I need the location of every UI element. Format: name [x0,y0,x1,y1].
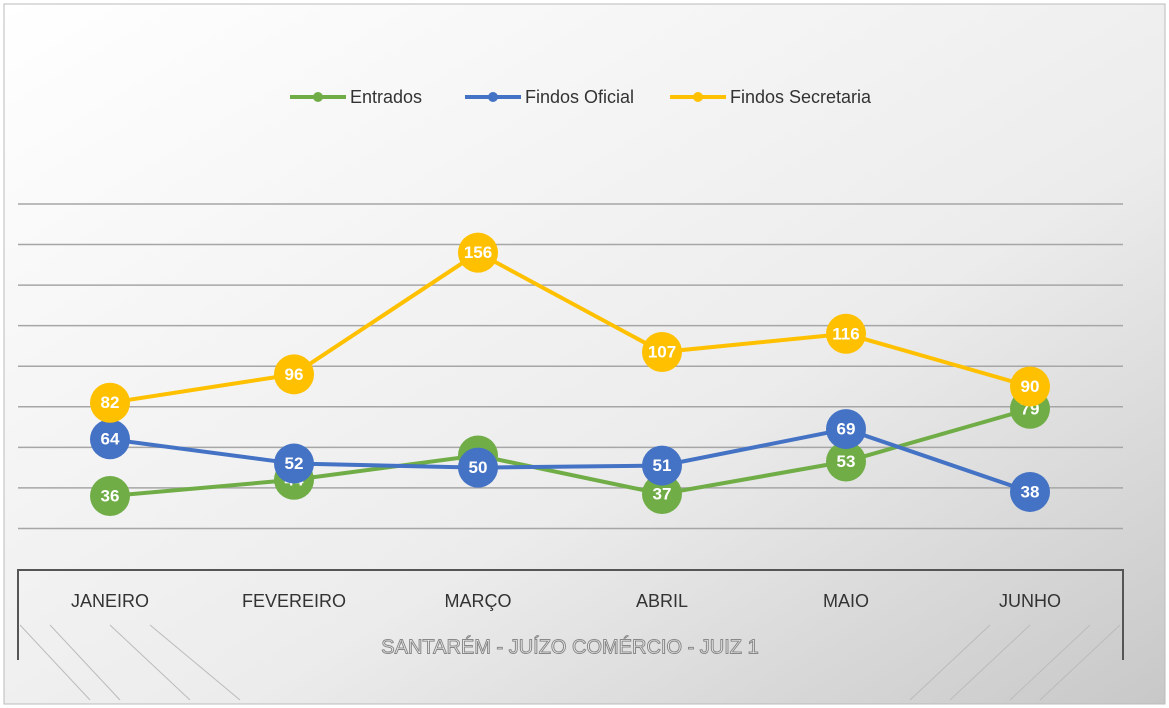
marker [1010,471,1050,512]
data-label: 36 [101,486,120,505]
data-label: 37 [653,484,672,503]
legend-marker [313,92,323,102]
x-tick-label: JANEIRO [71,591,149,611]
legend-marker [693,92,703,102]
marker [90,476,130,516]
data-label: 38 [1021,482,1040,501]
data-label: 96 [285,365,304,384]
marker [642,332,682,373]
marker [642,445,682,486]
marker [274,443,314,484]
x-tick-label: JUNHO [999,591,1061,611]
legend-label: Findos Secretaria [730,87,872,107]
marker [826,409,866,450]
data-label: 69 [837,420,856,439]
data-label: 53 [837,452,856,471]
data-label: 82 [101,393,120,412]
series-line [109,250,1031,405]
marker [90,382,130,423]
data-label: 51 [653,456,672,475]
legend-label: Entrados [350,87,422,107]
data-label: 90 [1021,377,1040,396]
legend-marker [488,92,498,102]
marker [90,419,130,460]
x-tick-label: ABRIL [636,591,688,611]
data-label: 107 [648,343,676,362]
marker [826,313,866,354]
series-line [109,427,1031,494]
marker [458,447,498,488]
data-label: 50 [469,458,488,477]
data-label: 116 [832,324,859,343]
x-tick-label: MAIO [823,591,869,611]
marker [1010,366,1050,407]
marker [826,441,866,482]
data-label: 64 [101,430,120,449]
data-label: 156 [464,243,492,262]
legend-label: Findos Oficial [525,87,634,107]
data-label: 52 [285,454,304,473]
background [3,3,1166,705]
marker [458,232,498,273]
marker [274,354,314,395]
marker [642,473,682,514]
decoration [19,624,1121,701]
x-tick-label: FEVEREIRO [242,591,346,611]
chart-title: SANTARÉM - JUÍZO COMÉRCIO - JUIZ 1 [381,635,758,658]
x-tick-label: MARÇO [445,591,512,611]
axis-frame [17,569,1124,660]
series-line [109,406,1031,498]
